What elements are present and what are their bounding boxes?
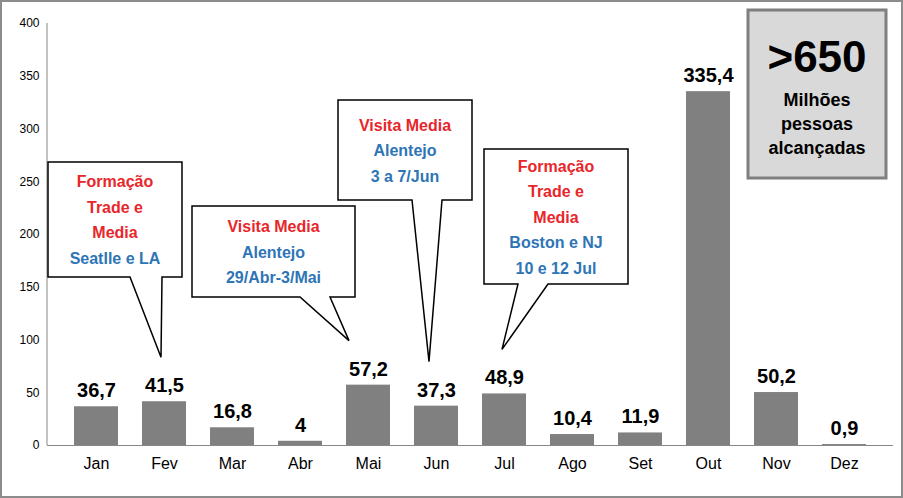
svg-text:Jun: Jun <box>424 455 450 472</box>
svg-text:Seatlle e LA: Seatlle e LA <box>70 250 161 267</box>
svg-text:29/Abr-3/Mai: 29/Abr-3/Mai <box>226 269 321 286</box>
svg-text:Alentejo: Alentejo <box>242 244 305 261</box>
svg-text:>650: >650 <box>767 32 866 81</box>
svg-text:16,8: 16,8 <box>213 400 252 422</box>
svg-text:36,7: 36,7 <box>77 379 116 401</box>
svg-text:10 e 12 Jul: 10 e 12 Jul <box>516 260 597 277</box>
svg-text:50,2: 50,2 <box>757 365 796 387</box>
svg-text:41,5: 41,5 <box>145 374 184 396</box>
svg-text:50: 50 <box>26 386 40 400</box>
svg-text:Media: Media <box>92 224 137 241</box>
svg-text:11,9: 11,9 <box>622 405 660 427</box>
svg-text:Visita Media: Visita Media <box>359 117 451 134</box>
svg-text:3 a 7/Jun: 3 a 7/Jun <box>371 168 439 185</box>
svg-text:Nov: Nov <box>762 455 790 472</box>
svg-text:pessoas: pessoas <box>781 114 853 134</box>
svg-text:Media: Media <box>533 209 578 226</box>
svg-text:57,2: 57,2 <box>349 358 388 380</box>
svg-text:Abr: Abr <box>288 455 314 472</box>
svg-text:Formação: Formação <box>518 158 595 175</box>
svg-text:350: 350 <box>19 69 39 83</box>
svg-text:250: 250 <box>19 175 39 189</box>
svg-text:48,9: 48,9 <box>485 366 524 388</box>
svg-text:Milhões: Milhões <box>783 90 850 110</box>
svg-text:alcançadas: alcançadas <box>768 138 865 158</box>
svg-text:Ago: Ago <box>558 455 587 472</box>
svg-text:10,4: 10,4 <box>553 407 593 429</box>
svg-text:100: 100 <box>19 333 39 347</box>
svg-text:150: 150 <box>19 280 39 294</box>
svg-text:0,9: 0,9 <box>831 417 859 439</box>
svg-text:Formação: Formação <box>77 173 154 190</box>
svg-text:Dez: Dez <box>830 455 858 472</box>
svg-text:Jan: Jan <box>84 455 110 472</box>
svg-text:Alentejo: Alentejo <box>373 142 436 159</box>
svg-text:300: 300 <box>19 122 39 136</box>
svg-text:Trade e: Trade e <box>528 183 584 200</box>
svg-text:200: 200 <box>19 227 39 241</box>
svg-text:37,3: 37,3 <box>417 379 456 401</box>
svg-text:Fev: Fev <box>151 455 178 472</box>
svg-text:Boston e NJ: Boston e NJ <box>509 234 602 251</box>
svg-text:Out: Out <box>696 455 722 472</box>
svg-text:Jul: Jul <box>494 455 514 472</box>
svg-text:400: 400 <box>19 16 39 30</box>
svg-text:Mai: Mai <box>356 455 382 472</box>
svg-text:Set: Set <box>628 455 653 472</box>
svg-text:4: 4 <box>295 414 307 436</box>
svg-text:335,4: 335,4 <box>683 64 734 86</box>
svg-text:Trade e: Trade e <box>87 199 143 216</box>
svg-text:Mar: Mar <box>219 455 247 472</box>
svg-text:0: 0 <box>33 438 40 452</box>
svg-text:Visita Media: Visita Media <box>227 218 319 235</box>
